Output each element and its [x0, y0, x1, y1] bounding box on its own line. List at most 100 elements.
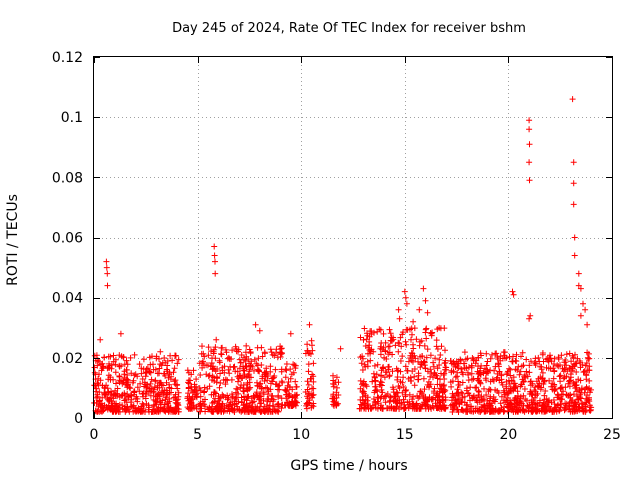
roti-point	[252, 408, 259, 415]
roti-point	[211, 399, 217, 405]
roti-point	[407, 355, 414, 361]
roti-point	[409, 405, 416, 412]
roti-point	[503, 383, 510, 390]
roti-point	[247, 349, 254, 355]
roti-point	[526, 117, 533, 124]
roti-point	[397, 378, 404, 385]
roti-point	[396, 400, 403, 407]
roti-point	[173, 400, 180, 407]
roti-point	[218, 345, 225, 351]
roti-point	[398, 343, 405, 350]
roti-point	[480, 369, 487, 376]
roti-point	[481, 385, 487, 392]
roti-point	[423, 354, 430, 361]
roti-point	[577, 377, 584, 384]
roti-point	[470, 375, 477, 382]
roti-point	[441, 388, 448, 395]
roti-point	[451, 403, 458, 410]
roti-point	[416, 342, 423, 349]
roti-point	[551, 386, 558, 393]
roti-point	[534, 383, 541, 390]
roti-point	[305, 361, 312, 368]
roti-point	[402, 338, 409, 345]
roti-point	[267, 380, 274, 387]
roti-point	[551, 401, 558, 407]
roti-point	[423, 335, 430, 342]
roti-point	[374, 328, 381, 335]
roti-point	[169, 357, 176, 364]
roti-point	[105, 372, 112, 379]
roti-point	[389, 368, 396, 375]
roti-point	[436, 356, 443, 363]
roti-point	[122, 396, 129, 403]
roti-point	[463, 387, 470, 394]
roti-point	[526, 369, 533, 376]
roti-point	[392, 393, 399, 399]
roti-point	[144, 365, 151, 372]
roti-point	[372, 378, 378, 385]
roti-point	[484, 368, 491, 375]
roti-point	[409, 331, 415, 338]
roti-point	[99, 360, 106, 367]
roti-point	[265, 373, 271, 379]
roti-point	[557, 396, 564, 403]
roti-point	[146, 369, 153, 376]
roti-point	[128, 370, 135, 377]
roti-point	[508, 377, 515, 384]
roti-point	[498, 393, 505, 400]
roti-point	[143, 400, 150, 407]
roti-point	[358, 402, 365, 408]
roti-point	[227, 401, 234, 408]
roti-point	[140, 405, 147, 412]
roti-point	[110, 376, 117, 383]
roti-point	[518, 381, 525, 388]
roti-point	[94, 380, 101, 387]
roti-point	[287, 375, 294, 382]
roti-point	[164, 362, 171, 369]
roti-point	[434, 365, 441, 372]
x-tick-label: 10	[292, 427, 310, 443]
roti-point	[97, 336, 104, 343]
roti-point	[555, 401, 561, 408]
roti-point	[274, 401, 281, 408]
roti-point	[308, 404, 315, 411]
x-axis-label: GPS time / hours	[290, 458, 407, 474]
roti-point	[201, 353, 208, 360]
roti-point	[386, 326, 393, 333]
roti-point	[572, 400, 579, 407]
roti-point	[94, 408, 101, 415]
roti-point	[260, 397, 267, 404]
roti-point	[465, 371, 472, 378]
roti-point	[152, 377, 159, 384]
roti-point	[225, 354, 232, 361]
roti-point	[513, 351, 520, 358]
roti-point	[387, 337, 394, 344]
roti-point	[94, 393, 101, 400]
roti-point	[198, 350, 205, 357]
roti-point	[538, 366, 545, 373]
roti-point	[357, 354, 364, 361]
roti-point	[454, 369, 461, 376]
roti-point	[103, 264, 110, 271]
roti-point	[145, 406, 152, 413]
roti-point	[357, 385, 364, 392]
roti-point	[531, 394, 538, 401]
roti-point	[577, 312, 584, 319]
roti-point	[551, 408, 558, 415]
roti-point	[184, 395, 191, 402]
roti-point	[126, 408, 133, 415]
roti-point	[359, 381, 365, 388]
roti-point	[205, 352, 212, 359]
roti-point	[569, 397, 576, 404]
roti-point	[146, 385, 153, 392]
roti-point	[461, 360, 468, 367]
roti-point	[216, 359, 223, 366]
roti-point	[442, 347, 448, 354]
y-tick-label: 0.06	[52, 231, 83, 247]
roti-point	[413, 400, 420, 407]
roti-point	[205, 344, 212, 351]
roti-point	[199, 343, 205, 350]
roti-point	[436, 406, 443, 412]
roti-point	[310, 385, 317, 392]
roti-point	[407, 326, 413, 333]
